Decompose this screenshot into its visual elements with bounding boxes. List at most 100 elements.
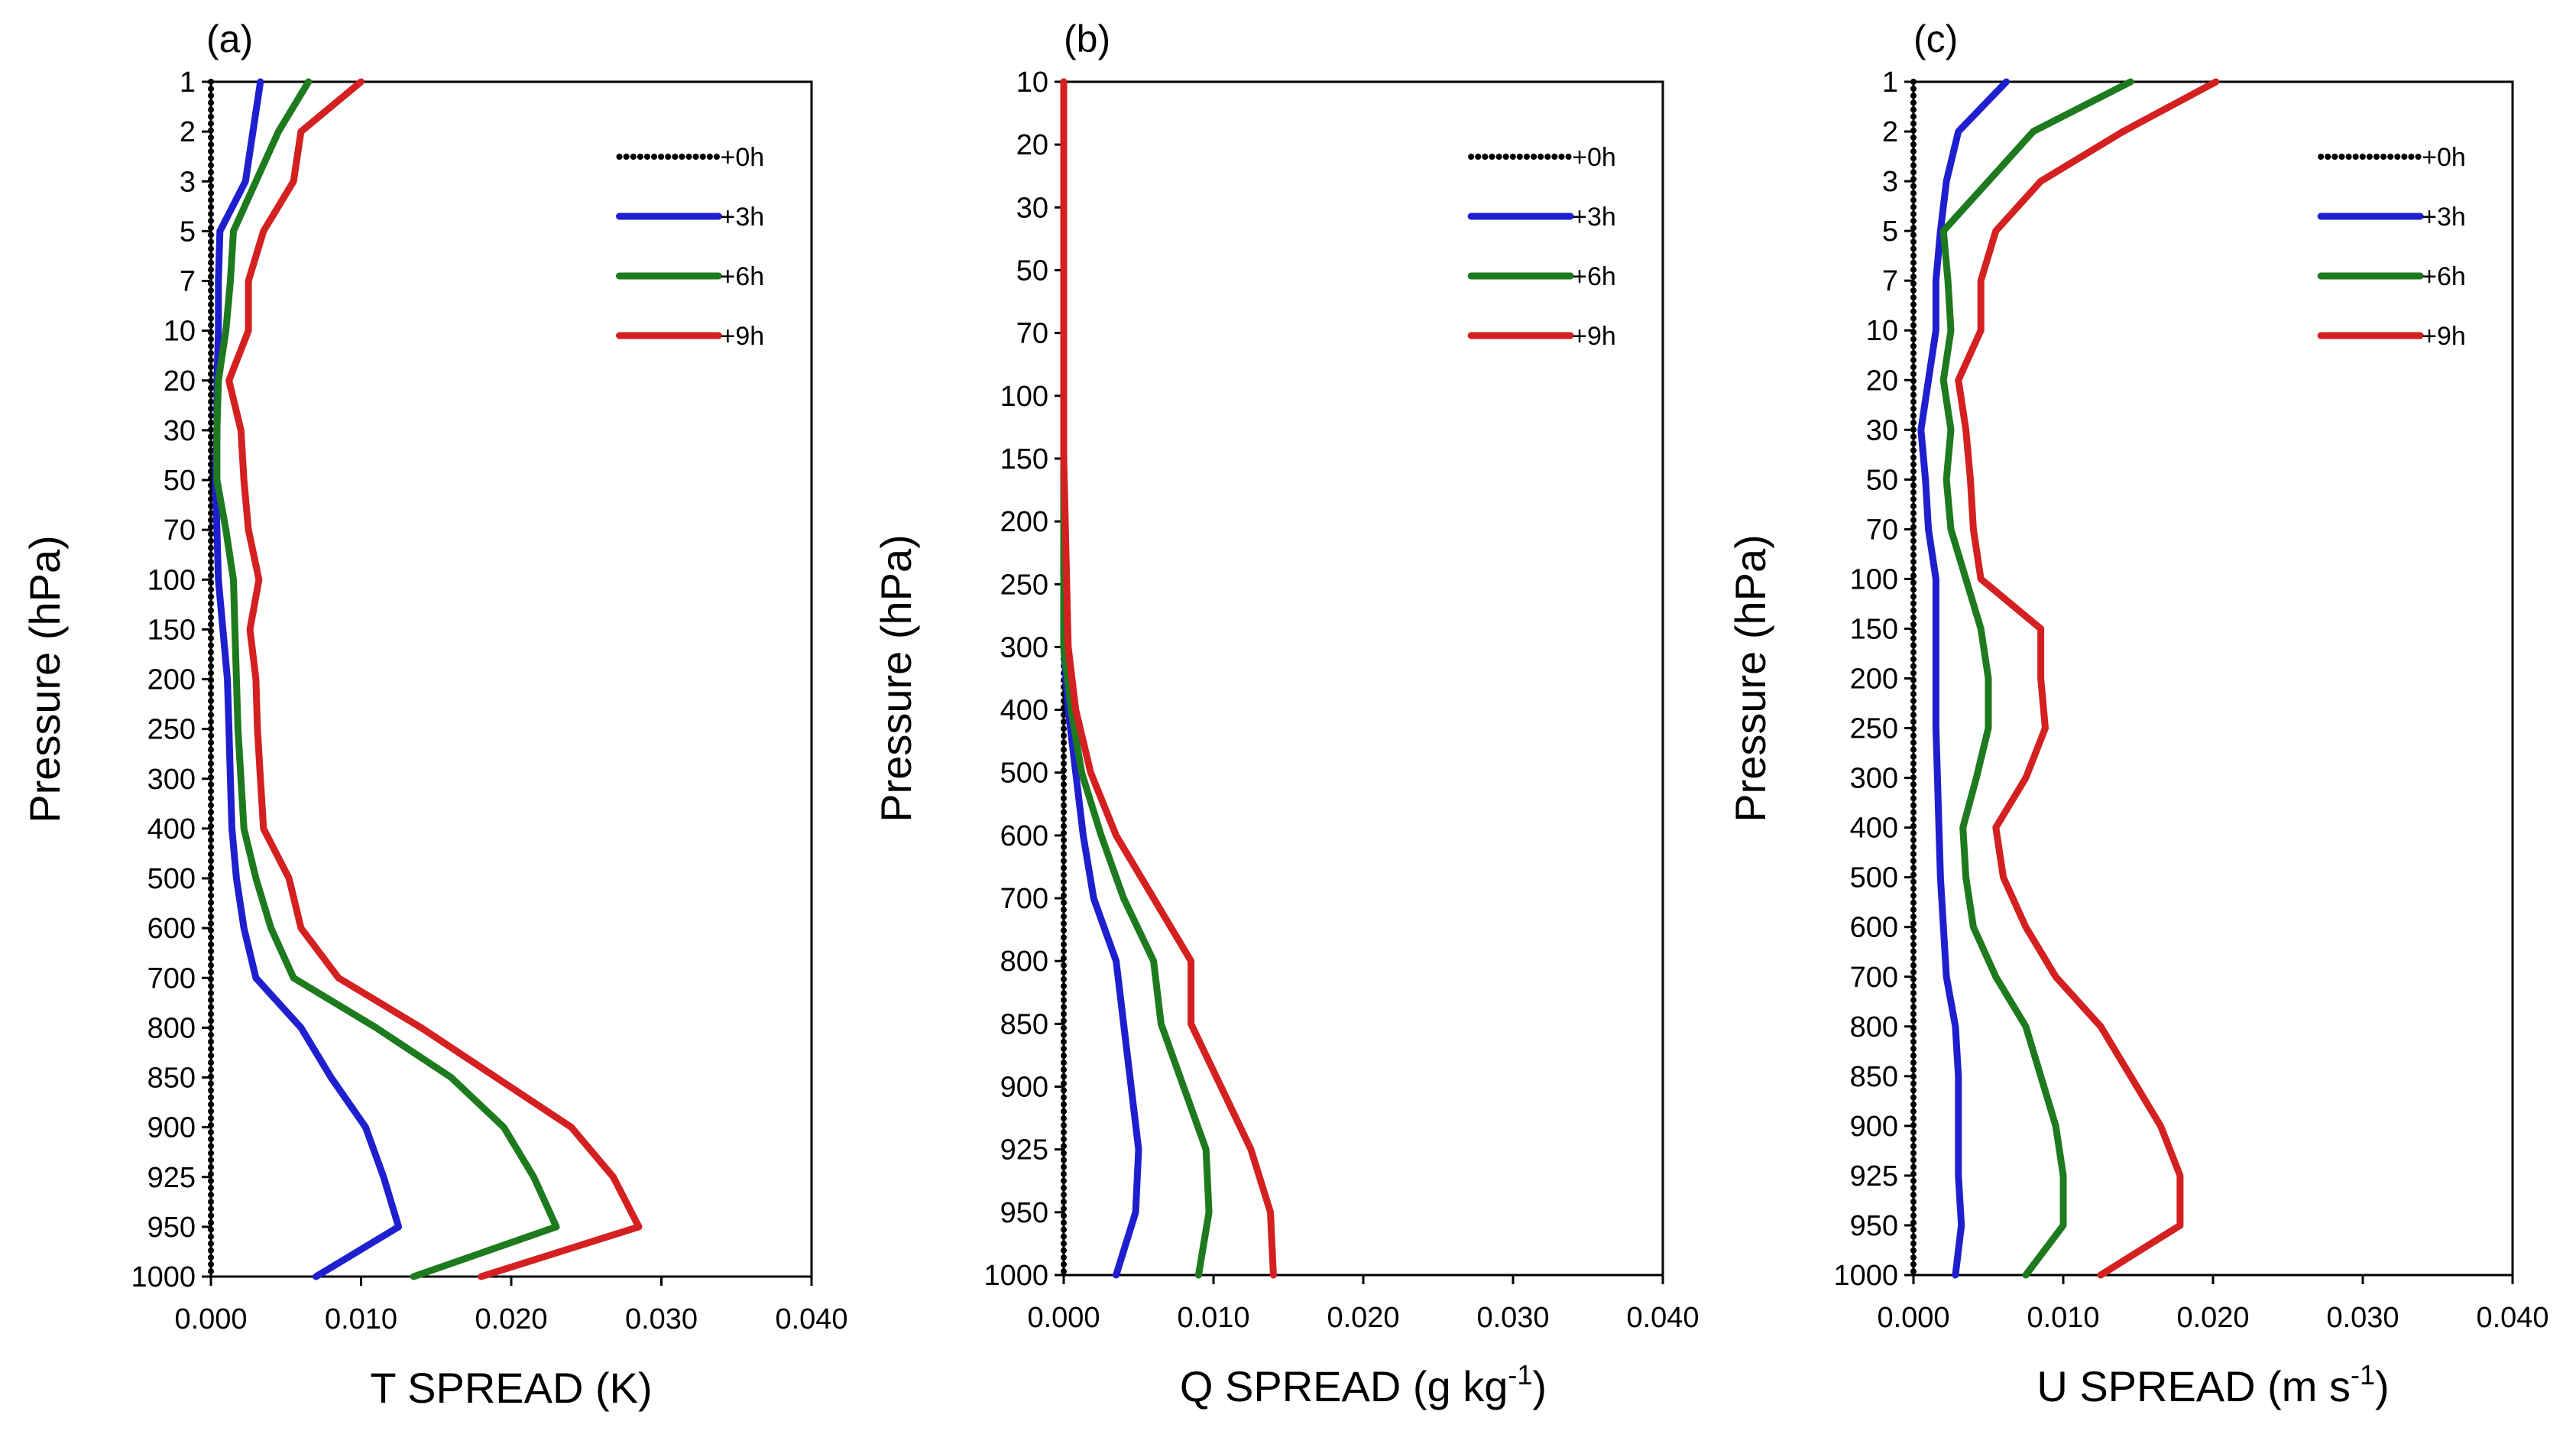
- y-tick-label: 600: [1850, 912, 1898, 944]
- y-tick-label: 250: [1850, 713, 1898, 745]
- x-tick-label: 0.010: [1177, 1302, 1249, 1334]
- y-tick-label: 100: [1850, 563, 1898, 595]
- plot-frame: [1912, 80, 2514, 1277]
- y-tick-label: 10: [164, 316, 196, 348]
- series-line-plus-9h: [1955, 78, 2220, 1279]
- y-tick-label: 700: [1000, 883, 1048, 915]
- x-tick-label: 0.000: [174, 1303, 247, 1335]
- y-tick-label: 70: [1866, 514, 1898, 546]
- x-axis-title-main: T SPREAD (K): [370, 1364, 652, 1412]
- y-tick-label: 300: [147, 764, 196, 796]
- legend-label: +3h: [720, 203, 764, 232]
- x-axis-title: Q SPREAD (g kg-1): [1180, 1359, 1547, 1410]
- x-axis-title-end: ): [2375, 1362, 2390, 1410]
- y-tick-label: 30: [164, 415, 196, 447]
- y-tick-label: 900: [1000, 1072, 1048, 1104]
- y-tick-label: 1000: [1833, 1260, 1898, 1292]
- y-tick-label: 20: [1866, 365, 1898, 397]
- x-tick-label: 0.000: [1027, 1302, 1100, 1334]
- y-tick-label: 800: [147, 1012, 196, 1044]
- panel-2: 1 2 3 5 7 10 20 30 50 70 100 150 200 250 300 400 500 600 7…: [1726, 18, 2549, 1410]
- panel-label: (a): [206, 18, 253, 60]
- panel-label: (c): [1913, 18, 1958, 60]
- x-tick-label: 0.030: [625, 1303, 698, 1335]
- legend-label: +3h: [1572, 203, 1616, 232]
- y-tick-label: 600: [147, 913, 196, 945]
- legend-label: +6h: [2422, 262, 2466, 291]
- y-tick-label: 900: [147, 1112, 196, 1144]
- y-tick-label: 100: [147, 564, 196, 596]
- y-tick-label: 1: [1882, 67, 1898, 99]
- series-line-plus-6h: [1939, 78, 2134, 1279]
- y-tick-label: 30: [1016, 192, 1048, 224]
- legend-label: +0h: [1572, 143, 1616, 172]
- x-axis-title-end: ): [1532, 1362, 1547, 1410]
- y-tick-label: 150: [147, 614, 196, 646]
- y-tick-label: 300: [1850, 763, 1898, 795]
- y-tick-label: 70: [1016, 318, 1048, 350]
- plot-frame: [1062, 80, 1664, 1277]
- x-tick-label: 0.040: [1626, 1302, 1699, 1334]
- y-tick-label: 50: [164, 465, 196, 497]
- y-tick-label: 150: [1000, 443, 1048, 475]
- y-tick-label: 850: [1850, 1061, 1898, 1093]
- y-tick-label: 2: [1882, 116, 1898, 148]
- y-tick-label: 1000: [983, 1260, 1048, 1292]
- legend-label: +0h: [720, 143, 764, 172]
- y-tick-label: 70: [164, 514, 196, 547]
- y-tick-label: 950: [1850, 1210, 1898, 1242]
- y-tick-label: 700: [147, 962, 196, 995]
- y-tick-label: 700: [1850, 962, 1898, 994]
- y-tick-label: 5: [180, 216, 196, 248]
- y-tick-label: 250: [1000, 569, 1048, 601]
- panel-label: (b): [1064, 18, 1110, 60]
- y-tick-label: 850: [1000, 1008, 1048, 1040]
- legend-label: +6h: [720, 262, 764, 291]
- x-axis-title-superscript: -1: [2351, 1359, 2375, 1390]
- y-tick-label: 400: [147, 813, 196, 845]
- y-tick-label: 1000: [131, 1261, 196, 1293]
- x-axis-title-superscript: -1: [1508, 1359, 1532, 1390]
- y-tick-label: 800: [1850, 1011, 1898, 1043]
- series-line-plus-3h: [212, 78, 403, 1280]
- x-tick-label: 0.040: [775, 1303, 847, 1335]
- y-tick-label: 50: [1866, 464, 1898, 496]
- x-tick-label: 0.010: [325, 1303, 397, 1335]
- y-tick-label: 200: [1850, 664, 1898, 696]
- y-tick-label: 925: [1000, 1134, 1048, 1167]
- x-tick-label: 0.040: [2476, 1302, 2548, 1334]
- x-tick-label: 0.030: [1476, 1302, 1549, 1334]
- y-tick-label: 800: [1000, 946, 1048, 978]
- y-tick-label: 500: [1850, 862, 1898, 894]
- y-tick-label: 3: [1882, 166, 1898, 198]
- y-tick-label: 850: [147, 1063, 196, 1095]
- series-line-plus-6h: [1060, 78, 1213, 1279]
- y-tick-label: 500: [1000, 758, 1048, 790]
- series-line-plus-3h: [1917, 78, 2010, 1279]
- y-tick-label: 100: [1000, 381, 1048, 413]
- x-tick-label: 0.020: [475, 1303, 547, 1335]
- y-tick-label: 3: [180, 166, 196, 198]
- panel-1: 10 20 30 50 70 100 150 200 250 300 400 500 600 700 800…: [872, 18, 1700, 1410]
- legend-label: +9h: [2422, 322, 2466, 351]
- y-tick-label: 5: [1882, 216, 1898, 248]
- x-tick-label: 0.000: [1877, 1302, 1949, 1334]
- y-axis-title: Pressure (hPa): [21, 535, 69, 823]
- legend-label: +3h: [2422, 203, 2466, 232]
- y-tick-label: 30: [1866, 414, 1898, 446]
- y-tick-label: 10: [1016, 67, 1048, 99]
- legend-label: +6h: [1572, 262, 1616, 291]
- y-tick-label: 250: [147, 714, 196, 746]
- y-tick-label: 50: [1016, 255, 1048, 287]
- y-tick-label: 200: [1000, 506, 1048, 538]
- legend-label: +9h: [1572, 322, 1616, 351]
- y-tick-label: 925: [1850, 1160, 1898, 1192]
- series-line-plus-9h: [225, 78, 643, 1280]
- x-axis-title: T SPREAD (K): [370, 1364, 652, 1412]
- y-tick-label: 925: [147, 1162, 196, 1194]
- y-tick-label: 7: [180, 266, 196, 298]
- legend-label: +9h: [720, 322, 764, 351]
- y-tick-label: 20: [1016, 129, 1048, 161]
- panel-0: 1 2 3 5 7 10 20 30 50 70 100 150 200 250 300 400 500 600 7…: [21, 18, 848, 1412]
